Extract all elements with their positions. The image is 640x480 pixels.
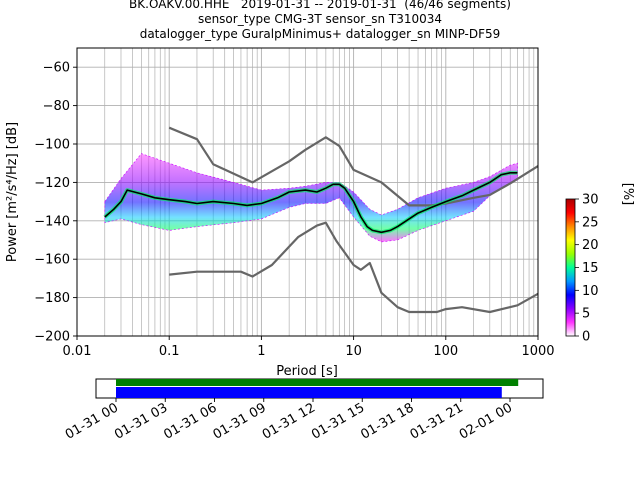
coverage-tick-label: 01-31 06 [161,400,219,442]
ppsd-density-band [104,153,518,243]
y-tick-label: −180 [34,291,70,306]
colorbar-ticks: 0 5 10 15 20 25 30 [575,193,599,345]
x-tick-label: 10 [345,344,362,359]
colorbar-tick-label: 5 [582,307,590,322]
x-axis-label: Period [s] [276,364,338,379]
coverage-bar [116,379,519,386]
coverage-tick-label: 01-31 15 [309,400,367,442]
colorbar-tick-label: 15 [582,261,599,276]
y-tick-label: −60 [43,61,70,76]
coverage-bar [116,387,502,398]
chart-title-line-1: BK.OAKV.00.HHE 2019-01-31 -- 2019-01-31 … [129,0,511,11]
colorbar-tick-label: 25 [582,215,599,230]
y-tick-label: −100 [34,138,70,153]
x-tick-label: 100 [433,344,458,359]
colorbar [565,198,576,337]
x-tick-label: 1 [257,344,265,359]
colorbar-tick-label: 0 [582,330,590,345]
colorbar-tick-label: 10 [582,284,599,299]
new-low-noise-model-line [169,221,538,314]
x-tick-label: 0.01 [63,344,92,359]
y-tick-label: −160 [34,253,70,268]
colorbar-tick-label: 20 [582,238,599,253]
chart-title-line-3: datalogger_type GuralpMinimus+ datalogge… [139,27,501,41]
y-tick-label: −80 [43,99,70,114]
y-tick-label: −200 [34,330,70,345]
colorbar-label: [%] [620,183,635,206]
x-tick-label: 1000 [521,344,554,359]
y-tick-label: −140 [34,214,70,229]
coverage-tick-label: 01-31 21 [408,400,466,442]
colorbar-tick-label: 30 [582,193,599,208]
coverage-tick-label: 01-31 03 [112,400,170,442]
curve-layer [103,126,538,314]
ppsd-density-layer [104,153,518,243]
y-axis-label: Power [m²/s⁴/Hz] [dB] [5,122,20,262]
coverage-tick-label: 01-31 00 [63,400,121,442]
mean-curve-line [104,172,518,234]
coverage-tick-label: 02-01 00 [457,400,515,442]
y-tick-label: −120 [34,176,70,191]
coverage-tick-label: 01-31 09 [211,400,269,442]
coverage-tick-label: 01-31 12 [260,400,318,442]
coverage-tick-label: 01-31 18 [358,400,416,442]
axes: 0.01 0.1 1 10 100 1000 −60 −80 −100 −120 −140 −160 −… [34,61,554,359]
new-high-noise-model-line [168,126,538,207]
plot-frame [76,47,539,337]
x-tick-label: 0.1 [159,344,180,359]
chart-title-line-2: sensor_type CMG-3T sensor_sn T310034 [197,12,443,26]
